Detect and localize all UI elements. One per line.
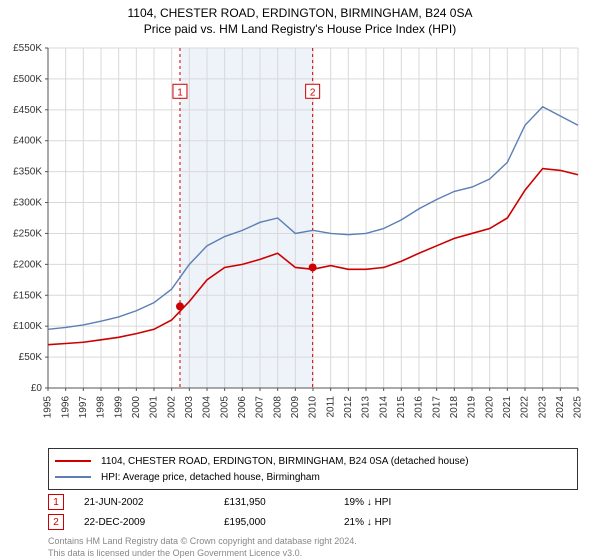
svg-text:2002: 2002 [166, 396, 177, 419]
svg-text:2005: 2005 [219, 396, 230, 419]
svg-text:2004: 2004 [202, 396, 213, 419]
svg-text:2019: 2019 [467, 396, 478, 419]
svg-text:£500K: £500K [13, 74, 42, 85]
svg-text:£200K: £200K [13, 259, 42, 270]
sale-marker-row: 1 21-JUN-2002 £131,950 19% ↓ HPI [48, 494, 578, 510]
marker-price: £131,950 [224, 497, 344, 508]
svg-text:2020: 2020 [484, 396, 495, 419]
svg-text:2000: 2000 [131, 396, 142, 419]
svg-text:2013: 2013 [361, 396, 372, 419]
svg-text:1996: 1996 [60, 396, 71, 419]
svg-text:2007: 2007 [255, 396, 266, 419]
svg-text:1997: 1997 [78, 396, 89, 419]
svg-text:2008: 2008 [272, 396, 283, 419]
svg-text:£0: £0 [31, 383, 43, 394]
marker-date: 21-JUN-2002 [84, 497, 224, 508]
svg-text:1995: 1995 [43, 396, 54, 419]
legend-swatch [55, 476, 91, 478]
marker-delta: 21% ↓ HPI [344, 517, 391, 528]
sale-marker-row: 2 22-DEC-2009 £195,000 21% ↓ HPI [48, 514, 578, 530]
legend: 1104, CHESTER ROAD, ERDINGTON, BIRMINGHA… [48, 448, 578, 490]
svg-text:2025: 2025 [573, 396, 584, 419]
svg-text:£150K: £150K [13, 290, 42, 301]
svg-text:2022: 2022 [520, 396, 531, 419]
marker-delta: 19% ↓ HPI [344, 497, 391, 508]
svg-text:2010: 2010 [308, 396, 319, 419]
svg-text:£450K: £450K [13, 105, 42, 116]
svg-text:£250K: £250K [13, 228, 42, 239]
marker-date: 22-DEC-2009 [84, 517, 224, 528]
legend-item: HPI: Average price, detached house, Birm… [55, 469, 571, 485]
svg-text:2016: 2016 [414, 396, 425, 419]
svg-text:2009: 2009 [290, 396, 301, 419]
footer-licence: This data is licensed under the Open Gov… [48, 548, 302, 558]
svg-text:1999: 1999 [113, 396, 124, 419]
svg-text:1998: 1998 [96, 396, 107, 419]
svg-text:£100K: £100K [13, 321, 42, 332]
svg-text:2003: 2003 [184, 396, 195, 419]
svg-text:2006: 2006 [237, 396, 248, 419]
svg-text:2017: 2017 [431, 396, 442, 419]
legend-label: 1104, CHESTER ROAD, ERDINGTON, BIRMINGHA… [101, 456, 469, 467]
svg-text:2018: 2018 [449, 396, 460, 419]
legend-item: 1104, CHESTER ROAD, ERDINGTON, BIRMINGHA… [55, 453, 571, 469]
marker-price: £195,000 [224, 517, 344, 528]
svg-text:£400K: £400K [13, 136, 42, 147]
line-chart: £0£50K£100K£150K£200K£250K£300K£350K£400… [48, 48, 578, 418]
footer-copyright: Contains HM Land Registry data © Crown c… [48, 536, 357, 546]
chart-subtitle: Price paid vs. HM Land Registry's House … [0, 22, 600, 36]
svg-text:2015: 2015 [396, 396, 407, 419]
marker-badge: 1 [48, 494, 64, 510]
svg-text:2011: 2011 [325, 396, 336, 418]
svg-text:2001: 2001 [149, 396, 160, 419]
svg-text:2021: 2021 [502, 396, 513, 419]
svg-text:2014: 2014 [378, 396, 389, 419]
svg-text:1: 1 [177, 87, 183, 98]
svg-text:£300K: £300K [13, 198, 42, 209]
svg-text:2012: 2012 [343, 396, 354, 419]
chart-title: 1104, CHESTER ROAD, ERDINGTON, BIRMINGHA… [0, 6, 600, 20]
legend-label: HPI: Average price, detached house, Birm… [101, 472, 320, 483]
svg-text:2023: 2023 [537, 396, 548, 419]
svg-text:2024: 2024 [555, 396, 566, 419]
svg-text:2: 2 [310, 87, 316, 98]
marker-badge: 2 [48, 514, 64, 530]
svg-text:£50K: £50K [19, 352, 43, 363]
svg-text:£350K: £350K [13, 167, 42, 178]
svg-text:£550K: £550K [13, 43, 42, 54]
legend-swatch [55, 460, 91, 462]
